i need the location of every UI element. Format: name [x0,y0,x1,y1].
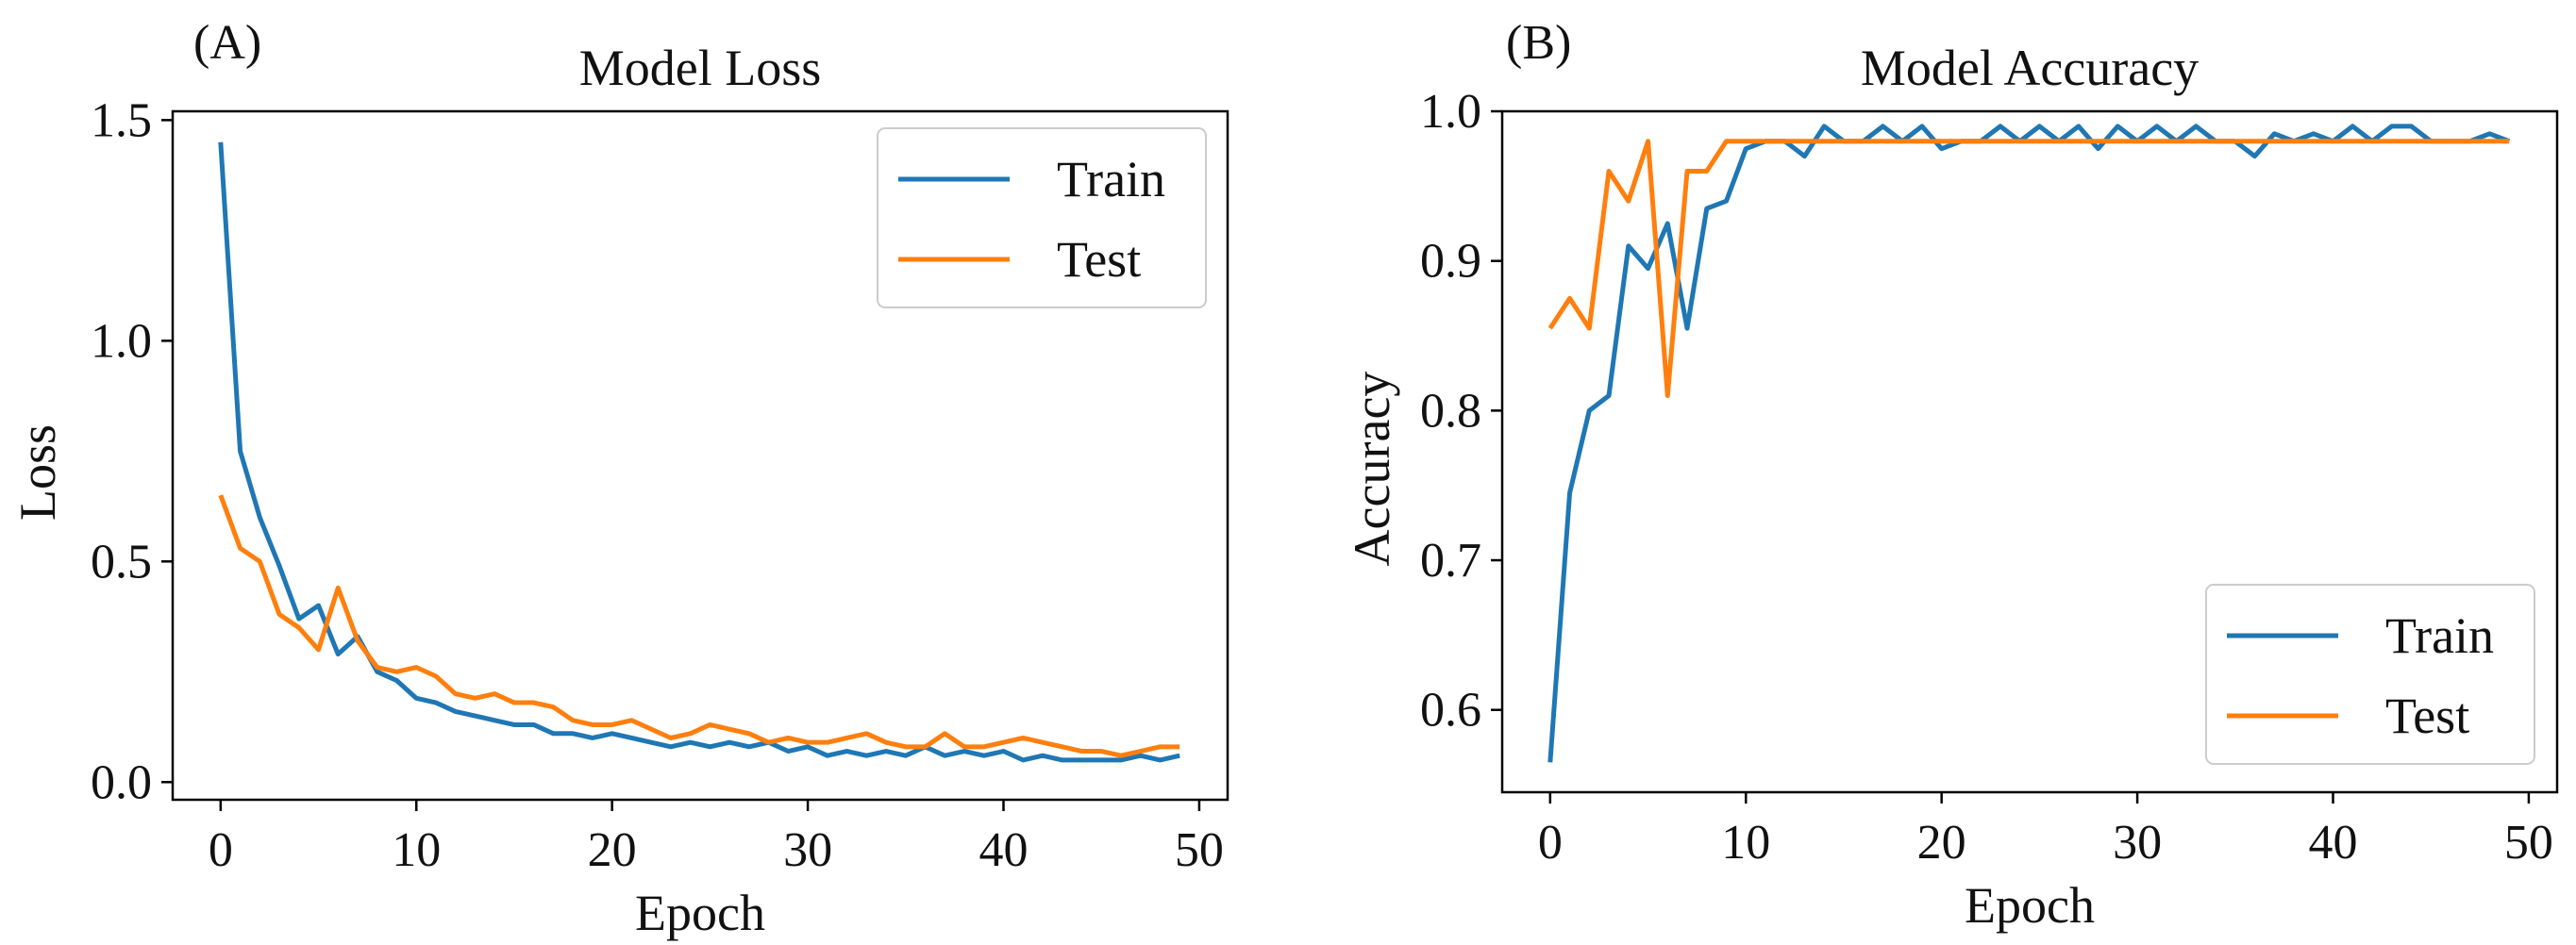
y-tick-label: 0.0 [91,755,152,809]
x-tick-label: 10 [392,823,441,877]
y-axis-label: Loss [9,424,66,521]
panel-label: (B) [1506,16,1571,70]
x-tick-label: 20 [588,823,637,877]
x-tick-label: 0 [1538,816,1563,870]
y-tick-label: 0.8 [1420,384,1481,438]
chart-title: Model Accuracy [1861,40,2199,96]
panel-label: (A) [193,16,261,70]
x-axis-label: Epoch [1965,877,2095,934]
x-tick-label: 50 [2504,816,2553,870]
x-axis-label: Epoch [635,885,765,941]
series-line-train [218,141,1180,763]
y-axis-label: Accuracy [1344,372,1400,567]
chart-panel-accuracy: 0 10 20 30 40 50 0.6 0.7 0.8 0.9 1.0 Model Accuracy… [1344,16,2559,934]
legend-box [2205,584,2535,765]
x-tick-label: 30 [2113,816,2162,870]
chart-panel-loss: 0 10 20 30 40 50 0.0 0.5 1.0 1.5 Model Loss (A) Epoc… [9,16,1229,941]
x-tick-label: 20 [1917,816,1966,870]
legend-label-test: Test [2385,688,2469,744]
series-line-test [1547,139,2510,398]
y-tick-label: 1.0 [1420,85,1481,139]
chart-title: Model Loss [579,40,822,96]
series-line-test [218,494,1180,758]
legend-box [877,127,1207,308]
legend: Train Test [877,127,1207,308]
legend: Train Test [2205,584,2535,765]
x-tick-label: 10 [1721,816,1770,870]
y-tick-label: 0.7 [1420,534,1481,588]
y-tick-label: 1.0 [91,314,152,368]
y-tick-label: 0.5 [91,535,152,589]
y-tick-label: 1.5 [91,93,152,147]
y-tick-label: 0.6 [1420,684,1481,738]
plot-frame [171,109,1229,802]
x-tick-label: 30 [783,823,832,877]
legend-label-train: Train [2385,607,2494,664]
legend-label-train: Train [1057,151,1165,207]
plot-frame [1500,109,2559,794]
x-tick-label: 50 [1175,823,1224,877]
y-tick-label: 0.9 [1420,235,1481,289]
x-tick-label: 40 [2309,816,2358,870]
x-tick-label: 40 [979,823,1029,877]
legend-label-test: Test [1057,231,1141,288]
x-tick-label: 0 [209,823,233,877]
series-line-train [1547,124,2511,763]
